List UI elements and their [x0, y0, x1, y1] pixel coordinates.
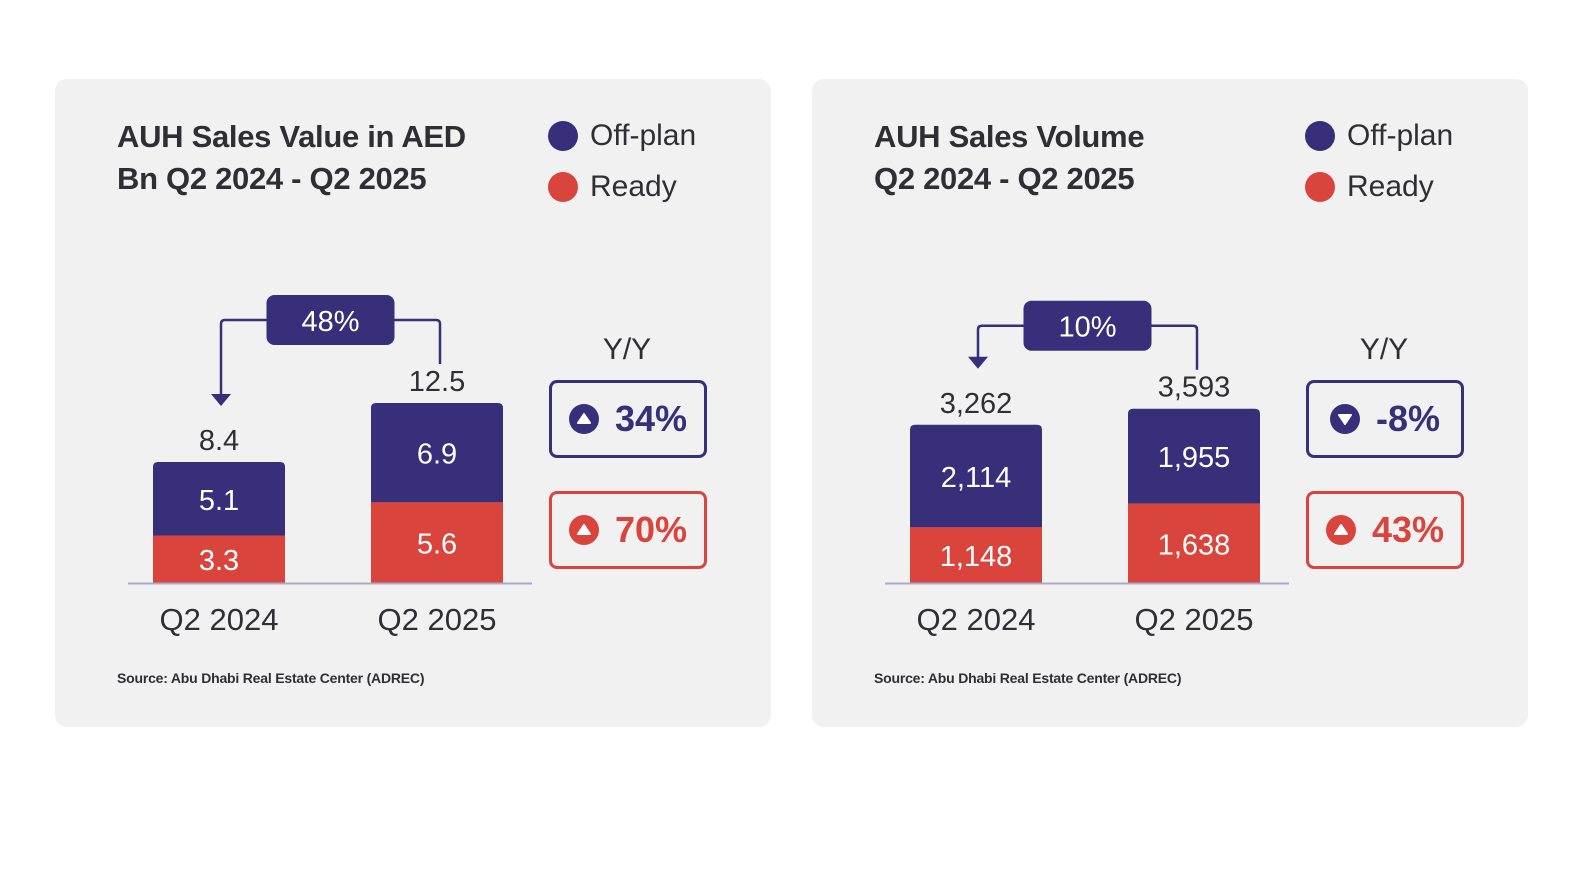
triangle-up-icon [568, 404, 599, 434]
category-label: Q2 2024 [917, 602, 1036, 637]
offplan-value-label: 1,955 [1158, 442, 1231, 474]
arrow-down-icon [968, 356, 988, 369]
yy-ready-box: 43% [1306, 491, 1464, 569]
legend-offplan-label: Off-plan [590, 119, 697, 152]
yy-label: Y/Y [602, 333, 652, 366]
category-label: Q2 2025 [378, 602, 497, 637]
yy-offplan-value: 34% [614, 398, 688, 439]
yy-label: Y/Y [1359, 333, 1409, 366]
source-note: Source: Abu Dhabi Real Estate Center (AD… [117, 670, 425, 686]
stacked-bar-chart: 5.1 3.3 8.4 Q2 2024 6.9 5.6 12.5 Q2 2025 48% [128, 295, 532, 637]
yy-offplan-value: -8% [1375, 398, 1441, 439]
offplan-dot-icon [1305, 121, 1335, 151]
offplan-bar [910, 424, 1042, 528]
title-line-2: Bn Q2 2024 - Q2 2025 [117, 161, 427, 196]
offplan-bar [153, 462, 285, 536]
ready-bar [371, 502, 503, 583]
source-note: Source: Abu Dhabi Real Estate Center (AD… [874, 670, 1182, 686]
yy-offplan-box: 34% [549, 380, 707, 458]
stacked-bar-chart: 2,114 1,148 3,262 Q2 2024 1,955 1,638 3,593 Q2 … [885, 300, 1289, 637]
ready-value-label: 3.3 [199, 545, 239, 577]
ready-bar [1128, 503, 1260, 583]
ready-bar [153, 535, 285, 583]
legend-offplan-label: Off-plan [1347, 119, 1454, 152]
yy-ready-box: 70% [549, 491, 707, 569]
triangle-up-icon [568, 515, 599, 545]
title-line-2: Q2 2024 - Q2 2025 [874, 161, 1135, 196]
total-value-label: 3,262 [940, 388, 1013, 420]
sales-value-panel: AUH Sales Value in AED Bn Q2 2024 - Q2 2… [55, 79, 771, 727]
legend-ready: Ready [1305, 170, 1434, 204]
category-label: Q2 2024 [160, 602, 279, 637]
offplan-value-label: 2,114 [941, 462, 1011, 494]
chart-title: AUH Sales Value in AED Bn Q2 2024 - Q2 2… [117, 116, 517, 200]
ready-value-label: 5.6 [417, 529, 457, 561]
triangle-down-icon [1329, 404, 1360, 434]
growth-badge [1023, 300, 1152, 351]
yy-ready-value: 43% [1371, 509, 1445, 550]
offplan-bar [1128, 408, 1260, 504]
legend-offplan: Off-plan [1305, 119, 1453, 153]
ready-dot-icon [1305, 172, 1335, 202]
offplan-value-label: 5.1 [199, 485, 239, 517]
growth-label: 10% [1058, 312, 1116, 344]
category-label: Q2 2025 [1135, 602, 1254, 637]
chart-title: AUH Sales Volume Q2 2024 - Q2 2025 [874, 116, 1274, 200]
legend-ready-label: Ready [590, 170, 677, 203]
ready-bar [910, 527, 1042, 583]
legend-ready: Ready [548, 170, 677, 204]
title-line-1: AUH Sales Volume [874, 119, 1145, 154]
total-value-label: 8.4 [199, 425, 239, 457]
yy-offplan-box: -8% [1306, 380, 1464, 458]
ready-dot-icon [548, 172, 578, 202]
growth-label: 48% [301, 306, 359, 338]
total-value-label: 12.5 [409, 366, 465, 398]
legend-offplan: Off-plan [548, 119, 696, 153]
arrow-down-icon [211, 394, 231, 407]
offplan-bar [371, 403, 503, 503]
ready-value-label: 1,148 [940, 541, 1013, 573]
total-value-label: 3,593 [1158, 372, 1231, 404]
growth-badge [266, 295, 395, 345]
triangle-up-icon [1325, 515, 1356, 545]
legend-ready-label: Ready [1347, 170, 1434, 203]
sales-volume-panel: AUH Sales Volume Q2 2024 - Q2 2025 Off-p… [812, 79, 1528, 727]
offplan-dot-icon [548, 121, 578, 151]
yy-ready-value: 70% [614, 509, 688, 550]
ready-value-label: 1,638 [1158, 529, 1231, 561]
title-line-1: AUH Sales Value in AED [117, 119, 466, 154]
offplan-value-label: 6.9 [417, 439, 457, 471]
